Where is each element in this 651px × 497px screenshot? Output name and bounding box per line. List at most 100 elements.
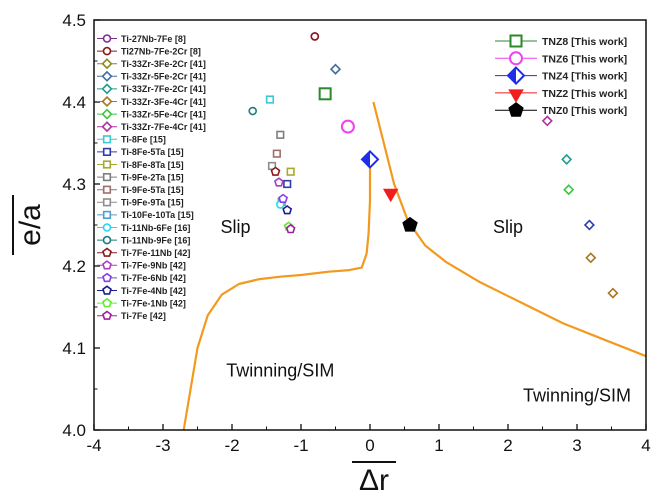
legend-label: Ti-9Fe-9Ta [15] <box>121 198 184 208</box>
legend-label: Ti-33Zr-5Fe-4Cr [41] <box>121 109 206 119</box>
legend-label: Ti-9Fe-5Ta [15] <box>121 185 184 195</box>
y-tick-label: 4.0 <box>62 421 86 440</box>
legend-label: Ti-7Fe-11Nb [42] <box>121 248 190 258</box>
legend-label: Ti-33Zr-7Fe-2Cr [41] <box>121 84 206 94</box>
region-label: Twinning/SIM <box>226 361 334 381</box>
data-point <box>583 219 595 231</box>
data-point <box>286 167 295 176</box>
legend-marker <box>509 51 523 66</box>
y-tick-label: 4.4 <box>62 93 86 112</box>
legend-marker <box>101 83 113 95</box>
legend-label: TNZ8 [This work] <box>542 36 627 48</box>
region-label: Slip <box>493 217 523 237</box>
data-point <box>282 205 293 215</box>
legend-label: Ti-8Fe-5Ta [15] <box>121 147 184 157</box>
y-axis-title-group: e/a <box>12 195 47 255</box>
legend-marker <box>102 185 112 194</box>
legend-marker <box>101 70 113 82</box>
legend-label: Ti-11Nb-9Fe [16] <box>121 235 190 245</box>
legend-label: Ti-33Zr-3Fe-4Cr [41] <box>121 97 206 107</box>
x-tick-label: -3 <box>155 436 170 455</box>
legend-marker <box>508 102 524 117</box>
legend-label: Ti-9Fe-2Ta [15] <box>121 172 184 182</box>
legend-label: TNZ2 [This work] <box>542 88 627 100</box>
data-point <box>585 252 597 264</box>
legend-marker <box>102 34 112 43</box>
legend-marker <box>102 147 112 157</box>
plot-frame <box>93 19 647 431</box>
y-tick-label: 4.1 <box>62 339 86 358</box>
axis-titles: Δr e/a <box>12 195 396 497</box>
legend-marker <box>102 160 112 169</box>
axis-ticks: -4 -3 -2 -1 0 1 2 3 4 4.0 4.1 4.2 4.3 4.4 4.5 <box>62 11 650 455</box>
y-tick-label: 4.2 <box>62 257 86 276</box>
data-points <box>248 32 619 299</box>
data-point <box>285 223 296 234</box>
legend-marker <box>101 121 113 133</box>
legend-label: Ti-8Fe-8Ta [15] <box>121 160 184 170</box>
x-tick-label: 4 <box>641 436 650 455</box>
x-tick-label: 0 <box>365 436 374 455</box>
legend-label: Ti-27Nb-7Fe [8] <box>121 34 186 44</box>
legend-label: TNZ6 [This work] <box>542 53 627 65</box>
legend-marker <box>508 89 524 103</box>
legend-label: Ti-8Fe [15] <box>121 135 166 145</box>
legend-label: Ti27Nb-7Fe-2Cr [8] <box>121 46 201 56</box>
legend-label: Ti-7Fe-9Nb [42] <box>121 261 186 271</box>
legend-label: Ti-11Nb-6Fe [16] <box>121 223 190 233</box>
legend-label: Ti-7Fe-6Nb [42] <box>121 273 186 283</box>
legend-label: Ti-10Fe-10Ta [15] <box>121 210 194 220</box>
legend-marker <box>102 247 112 257</box>
data-point <box>273 177 284 187</box>
x-axis-title: Δr <box>359 464 389 497</box>
legend-marker <box>102 285 112 295</box>
legend-label: Ti-7Fe-4Nb [42] <box>121 286 186 296</box>
y-tick-label: 4.3 <box>62 175 86 194</box>
data-point <box>272 149 281 158</box>
boundary-lines <box>182 101 647 431</box>
region-label: Slip <box>220 217 250 237</box>
data-point <box>248 106 257 116</box>
data-point <box>276 130 285 139</box>
legend-marker <box>102 260 112 270</box>
legend-marker <box>102 210 112 220</box>
data-point <box>561 153 573 165</box>
legend-label: TNZ4 [This work] <box>542 71 627 83</box>
data-point <box>310 32 320 41</box>
y-tick-label: 4.5 <box>62 11 86 30</box>
x-tick-label: 1 <box>434 436 443 455</box>
legend-marker-fill <box>508 67 516 84</box>
data-point <box>270 166 281 176</box>
data-point <box>318 87 332 101</box>
data-point <box>283 179 292 189</box>
data-point <box>340 119 355 134</box>
data-point <box>607 287 619 299</box>
boundary-left <box>182 151 372 431</box>
legend-label: Ti-33Zr-7Fe-4Cr [41] <box>121 122 206 132</box>
legend-label: Ti-7Fe [42] <box>121 311 166 321</box>
data-point <box>278 193 289 203</box>
x-tick-label: -4 <box>86 436 101 455</box>
legend-label: Ti-33Zr-3Fe-2Cr [41] <box>121 59 206 69</box>
legend-marker <box>102 135 112 144</box>
data-point <box>402 216 418 232</box>
region-labels: Slip Slip Twinning/SIM Twinning/SIM <box>220 217 631 405</box>
x-tick-label: -1 <box>293 436 308 455</box>
y-axis-title: e/a <box>14 204 47 246</box>
legend-marker <box>102 173 112 182</box>
legend-label: Ti-33Zr-5Fe-2Cr [41] <box>121 72 206 82</box>
legend-marker <box>102 235 112 245</box>
x-tick-label: 2 <box>503 436 512 455</box>
data-point <box>265 95 275 104</box>
legend-marker <box>102 198 112 207</box>
data-point <box>329 63 342 75</box>
legend-marker <box>102 310 112 320</box>
legend-label: Ti-7Fe-1Nb [42] <box>121 298 186 308</box>
legend-literature: Ti-27Nb-7Fe [8] Ti27Nb-7Fe-2Cr [8] Ti-33Zr… <box>97 34 206 321</box>
legend-marker <box>102 223 112 232</box>
legend-marker <box>509 34 523 48</box>
legend-marker <box>102 297 112 308</box>
data-point-fill <box>362 151 370 168</box>
legend-marker <box>101 58 113 70</box>
data-point <box>563 184 575 196</box>
